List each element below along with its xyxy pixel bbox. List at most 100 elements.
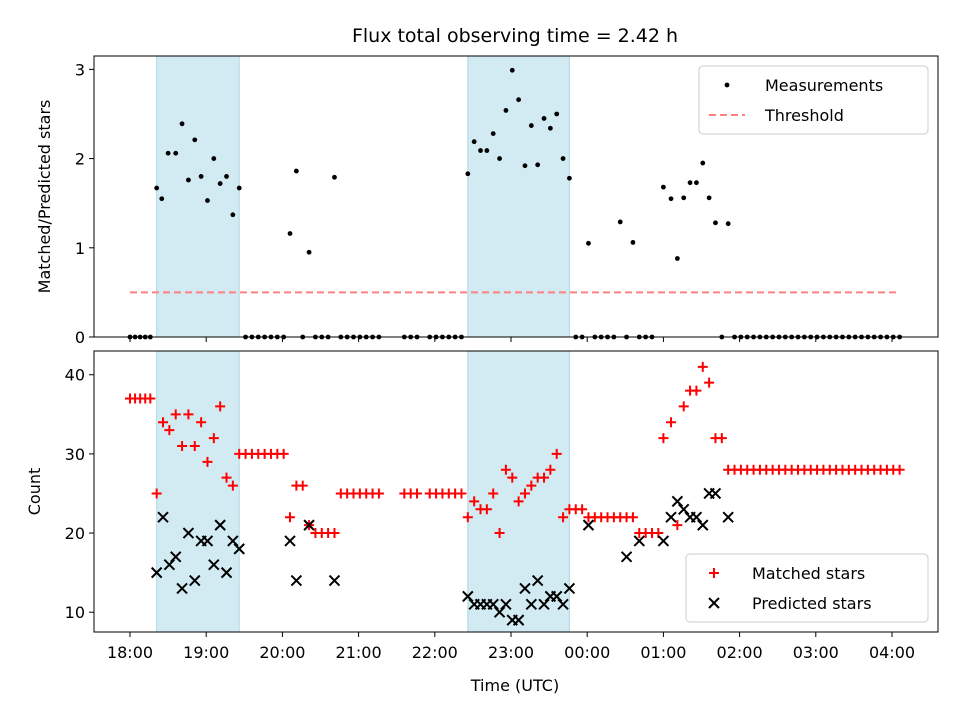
data-point: [512, 614, 525, 626]
data-point: [471, 139, 477, 145]
data-point: [236, 185, 242, 191]
y-axis-label: Matched/Predicted stars: [35, 100, 54, 294]
data-point: [202, 456, 213, 467]
x-tick-label: 01:00: [640, 643, 686, 662]
data-point: [157, 511, 169, 523]
x-tick-label: 19:00: [183, 643, 229, 662]
data-point: [500, 598, 512, 611]
shaded-interval: [156, 350, 240, 633]
top-panel: 0 1 2 3 Matched/Predicted stars Measurements T…: [35, 55, 939, 347]
data-point: [287, 231, 293, 236]
data-point: [678, 503, 690, 516]
data-point: [617, 219, 623, 225]
data-point: [725, 221, 731, 227]
data-point: [196, 417, 207, 428]
shaded-interval: [467, 350, 570, 633]
data-point: [531, 574, 544, 587]
data-point: [706, 195, 712, 201]
data-point: [177, 440, 188, 451]
data-point: [722, 511, 734, 523]
data-point: [488, 488, 499, 499]
data-point: [150, 566, 163, 579]
x-tick-label: 23:00: [488, 643, 534, 662]
data-point: [557, 598, 569, 611]
data-point: [697, 519, 709, 531]
data-point: [519, 582, 531, 595]
data-point: [462, 590, 474, 603]
y-tick-label: 0: [75, 328, 85, 347]
data-point: [469, 496, 480, 507]
data-point: [709, 487, 722, 500]
x-tick-label: 04:00: [869, 643, 915, 662]
legend-label: Threshold: [764, 106, 844, 125]
data-point: [547, 125, 553, 131]
data-point: [164, 425, 175, 436]
data-point: [507, 472, 518, 483]
x-axis-label: Time (UTC): [470, 676, 559, 695]
x-tick-label: 21:00: [336, 643, 382, 662]
y-tick-label: 40: [65, 366, 85, 385]
data-point: [412, 488, 423, 499]
data-point: [481, 504, 492, 515]
data-point: [205, 198, 210, 203]
data-point: [620, 551, 633, 563]
legend-swatch: [724, 82, 730, 88]
legend: Matched stars Predicted stars: [685, 553, 929, 623]
data-point: [661, 184, 666, 190]
data-point: [509, 67, 515, 73]
y-tick-label: 10: [65, 603, 85, 622]
data-point: [189, 574, 201, 587]
data-point: [563, 582, 576, 595]
data-point: [658, 433, 669, 444]
data-point: [586, 240, 591, 246]
data-point: [170, 551, 182, 563]
data-point: [214, 519, 226, 531]
legend-swatch: [708, 597, 720, 609]
data-point: [183, 409, 194, 420]
legend-box: [685, 553, 929, 623]
data-point: [577, 504, 588, 515]
data-point: [290, 574, 303, 587]
legend-swatch: [709, 568, 719, 578]
data-point: [678, 401, 689, 412]
data-point: [227, 535, 239, 547]
data-point: [894, 464, 905, 475]
data-point: [713, 220, 718, 226]
legend-label: Measurements: [765, 76, 883, 95]
data-point: [233, 543, 245, 555]
data-point: [674, 256, 680, 261]
shaded-interval: [467, 55, 570, 338]
data-point: [189, 440, 200, 451]
data-point: [633, 535, 645, 547]
data-point: [215, 401, 226, 412]
x-tick-label: 02:00: [717, 643, 763, 662]
data-point: [697, 361, 708, 372]
data-point: [551, 590, 563, 603]
data-point: [186, 177, 191, 183]
data-point: [192, 137, 198, 143]
x-tick-label: 18:00: [107, 643, 153, 662]
y-tick-label: 3: [75, 60, 85, 79]
data-point: [303, 519, 315, 531]
legend-label: Matched stars: [752, 564, 865, 583]
data-point: [332, 174, 337, 180]
data-point: [716, 433, 727, 444]
data-point: [516, 97, 522, 103]
data-point: [487, 598, 499, 611]
data-point: [497, 156, 502, 161]
y-tick-label: 20: [65, 524, 85, 543]
data-point: [690, 511, 703, 523]
data-point: [539, 472, 550, 483]
data-point: [297, 480, 308, 491]
data-point: [278, 448, 289, 459]
data-point: [668, 196, 674, 202]
data-point: [671, 495, 684, 508]
data-point: [151, 488, 162, 499]
data-point: [159, 196, 165, 202]
y-tick-label: 30: [65, 445, 85, 464]
shaded-interval: [156, 55, 240, 338]
y-tick-label: 1: [75, 239, 85, 258]
data-point: [170, 409, 181, 420]
data-point: [541, 116, 547, 121]
